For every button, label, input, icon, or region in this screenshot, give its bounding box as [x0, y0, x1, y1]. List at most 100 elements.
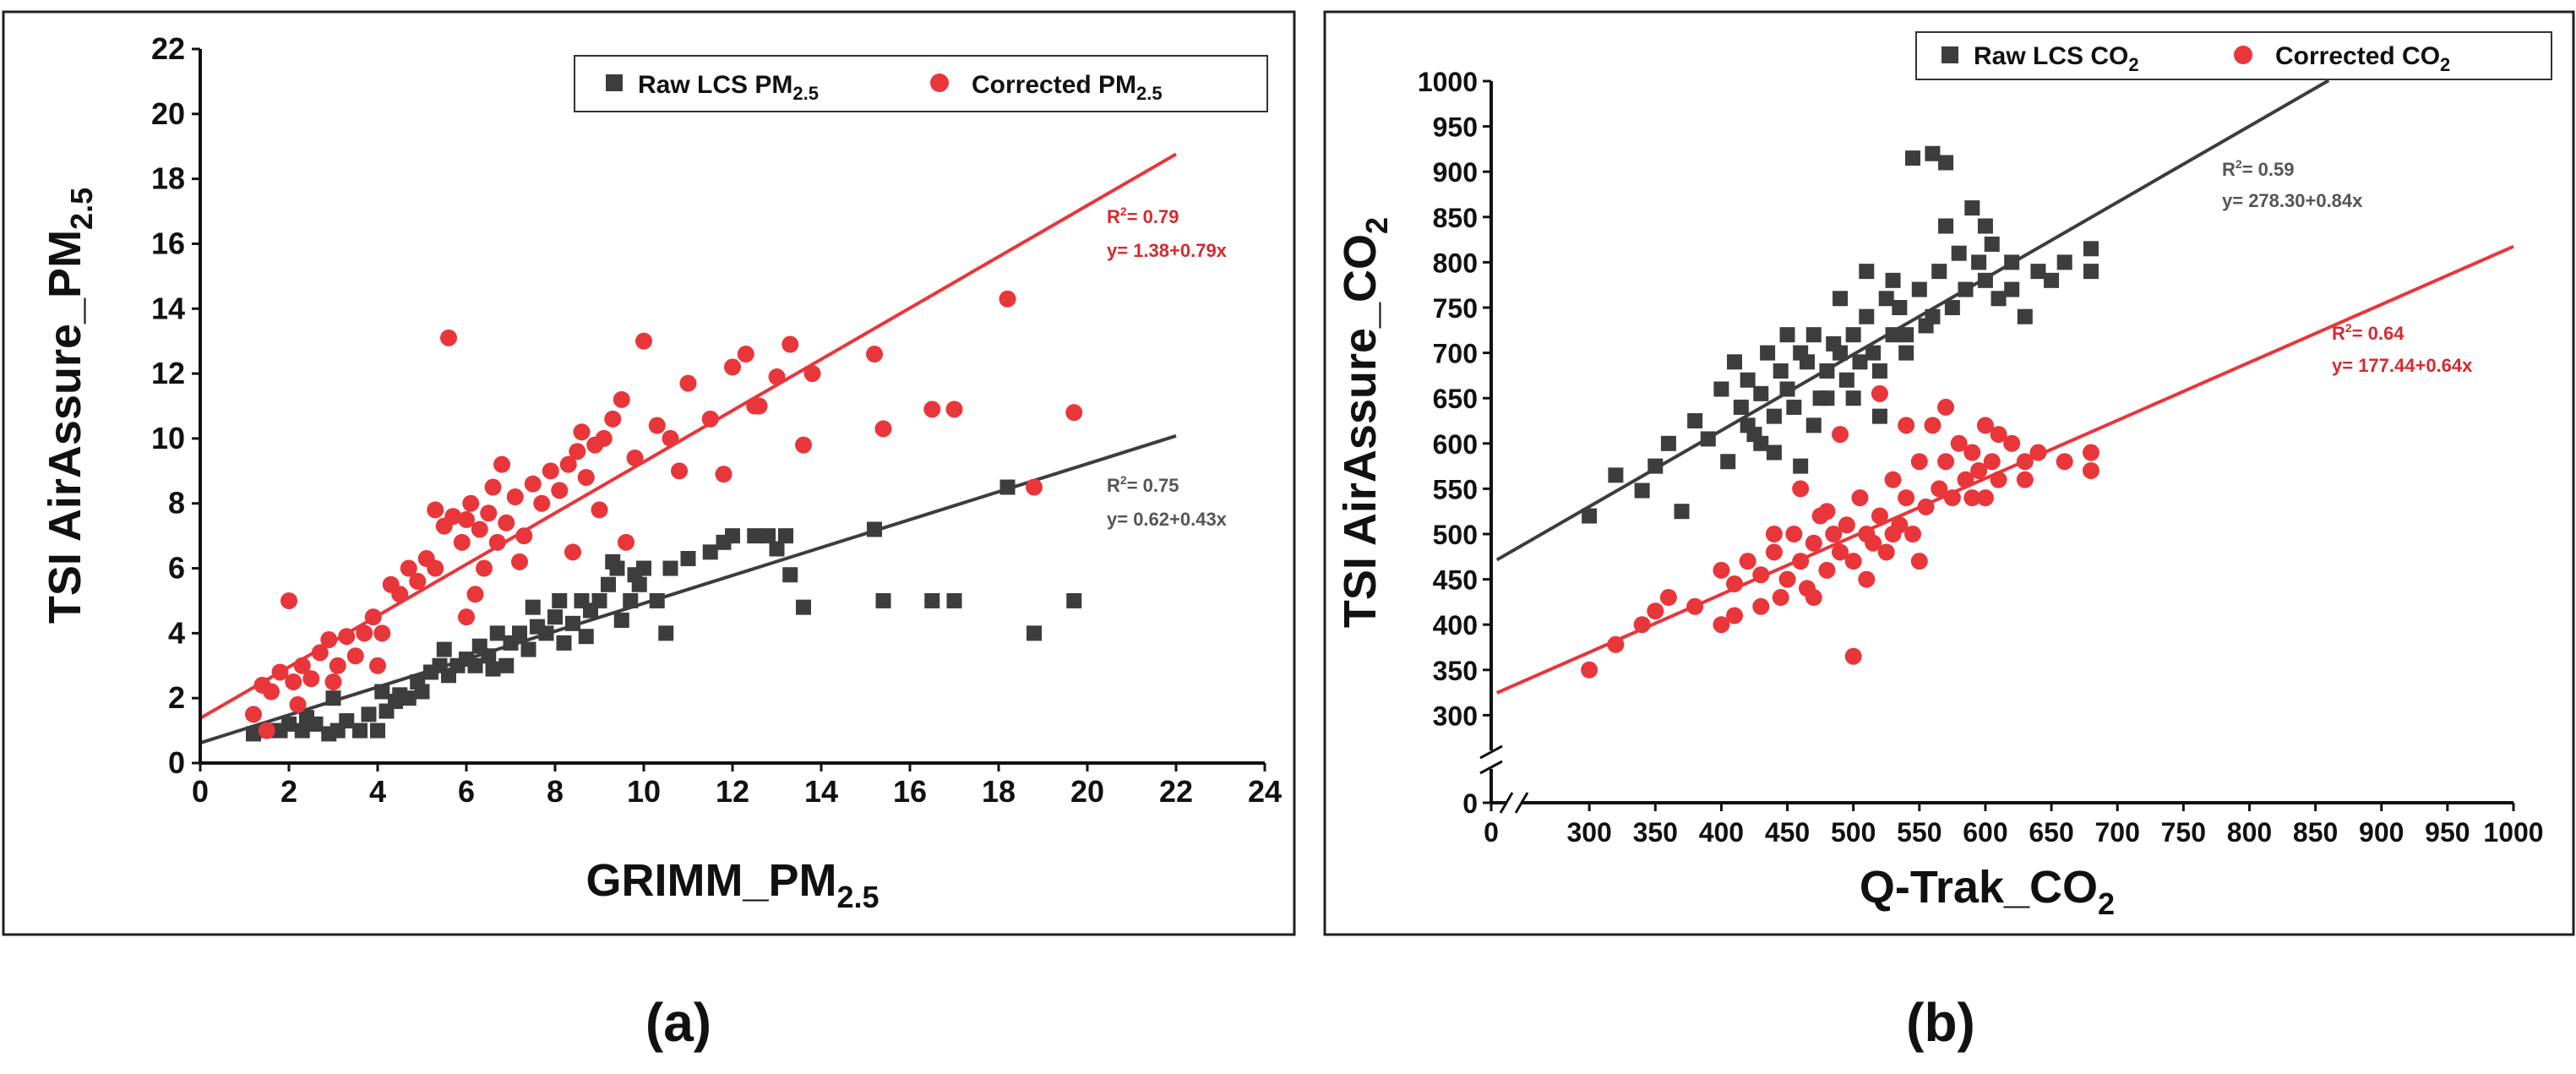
b-raw-point — [1833, 291, 1849, 307]
b-corrected-point — [1931, 480, 1948, 498]
panel-b-x-axis-title: Q-Trak_CO2 — [1860, 862, 2115, 921]
b-x-tick-label: 850 — [2293, 817, 2338, 848]
panel-a-annotation-corrected: R2= 0.79 y= 1.38+0.79x — [1107, 204, 1228, 261]
b-corrected-point — [1805, 534, 1822, 552]
b-corrected-point — [1983, 453, 2001, 471]
a-raw-point — [867, 521, 882, 537]
b-corrected-point — [1633, 616, 1651, 634]
a-raw-point — [436, 641, 452, 657]
b-raw-point — [1938, 155, 1954, 171]
a-corrected-point — [480, 504, 498, 522]
b-x-tick-label: 700 — [2095, 817, 2140, 848]
legend-raw-pm-label: Raw LCS PM2.5 — [638, 71, 819, 104]
b-y-tick-label: 950 — [1433, 112, 1478, 143]
b-raw-point — [1958, 281, 1974, 297]
a-x-tick-label: 12 — [716, 774, 749, 809]
b-corrected-point — [1772, 589, 1789, 607]
a-corrected-point — [453, 533, 471, 551]
b-raw-point — [1991, 291, 2007, 307]
a-raw-point — [294, 722, 310, 739]
b-y-tick-label: 300 — [1433, 701, 1478, 731]
panel-b-legend-box — [1915, 31, 2552, 80]
panel-a-x-ticks: 0 2 4 6 8 10 12 14 16 18 20 22 24 — [192, 763, 1282, 809]
a-raw-point — [512, 625, 527, 641]
b-corrected-point — [1686, 597, 1704, 615]
b-raw-point — [1582, 508, 1598, 524]
a-corrected-point — [591, 501, 608, 519]
a-corrected-point — [476, 559, 493, 577]
a-raw-point — [924, 592, 940, 608]
b-y-tick-label: 0 — [1462, 788, 1478, 819]
b-raw-point — [1838, 372, 1854, 388]
b-corrected-point — [1832, 543, 1849, 561]
a-corrected-point — [440, 329, 457, 346]
a-raw-point — [485, 661, 501, 677]
b-y-tick-label: 450 — [1433, 565, 1478, 596]
b-raw-point — [1865, 345, 1882, 361]
b-corrected-point — [1963, 444, 1981, 461]
b-corrected-point — [1851, 489, 1869, 507]
b-fit-line-raw — [1495, 79, 2330, 562]
a-corrected-point — [573, 423, 591, 441]
b-y-tick-label: 800 — [1433, 248, 1478, 278]
x-axis-break-mark-right — [1514, 792, 1529, 814]
b-raw-point — [1931, 264, 1947, 280]
b-raw-point — [1859, 264, 1875, 280]
b-corrected-point — [1937, 453, 1955, 471]
a-y-tick-label: 12 — [151, 356, 185, 390]
b-corrected-point — [1581, 661, 1598, 679]
b-x-tick-label: 950 — [2425, 817, 2470, 848]
b-y-tick-label: 900 — [1433, 157, 1478, 188]
a-y-tick-label: 8 — [168, 486, 185, 521]
a-raw-point — [716, 534, 732, 550]
a-corrected-point — [400, 559, 417, 577]
b-corrected-point — [1818, 503, 1836, 521]
b-x-tick-label: 650 — [2029, 817, 2073, 848]
b-x-tick-label: 800 — [2227, 817, 2272, 848]
a-raw-point — [747, 528, 763, 544]
b-y-tick-label: 400 — [1433, 610, 1478, 641]
a-corrected-point — [923, 401, 941, 418]
b-corrected-point — [1910, 453, 1928, 471]
b-x-tick-label: 0 — [1484, 817, 1499, 848]
y-axis-break-mark-lower — [1479, 744, 1503, 760]
panel-b-y-axis-title: TSI AirAssure_CO2 — [1335, 217, 1394, 628]
a-corrected-point — [289, 695, 307, 713]
a-corrected-point — [542, 462, 559, 480]
b-raw-point — [2030, 264, 2046, 280]
b-raw-point — [1885, 272, 1901, 288]
a-corrected-point — [285, 673, 302, 690]
b-raw-point — [1944, 300, 1960, 315]
b-corrected-point — [1726, 607, 1744, 624]
a-raw-point — [552, 592, 568, 608]
panel-a-y-axis-title: TSI AirAssure_PM2.5 — [40, 188, 99, 624]
b-raw-point — [2004, 281, 2020, 297]
a-x-tick-label: 8 — [547, 774, 564, 809]
b-corrected-point — [1976, 489, 1994, 507]
a-corrected-point — [803, 365, 821, 383]
legend-corrected-co2-label: Corrected CO2 — [2275, 42, 2450, 75]
a-corrected-point — [409, 572, 427, 590]
b-x-tick-label: 600 — [1963, 817, 2007, 848]
b-corrected-point — [1792, 480, 1810, 498]
b-raw-point — [1766, 444, 1782, 461]
a-raw-point — [520, 641, 536, 657]
b-raw-point — [2017, 308, 2033, 324]
a-raw-point — [246, 726, 261, 742]
panel-a-fit-lines — [199, 152, 1178, 745]
b-corrected-point — [1950, 434, 1968, 452]
panel-b-points — [1581, 145, 2099, 679]
a-raw-point — [662, 560, 678, 576]
a-corrected-point — [1026, 478, 1043, 496]
a-fit-line-corrected — [199, 152, 1178, 720]
annotation-raw-co2-r2: R2= 0.59 — [2222, 157, 2294, 180]
b-raw-point — [2083, 241, 2099, 257]
panel-a-annotation-raw: R2= 0.75 y= 0.62+0.43x — [1107, 473, 1228, 530]
a-raw-point — [565, 615, 580, 631]
b-raw-point — [1733, 399, 1749, 415]
b-corrected-point — [1713, 561, 1730, 579]
b-corrected-point — [1765, 526, 1783, 542]
panel-b-annotation-raw: R2= 0.59 y= 278.30+0.84x — [2222, 157, 2363, 211]
a-corrected-point — [866, 346, 883, 363]
b-corrected-point — [1832, 426, 1849, 444]
